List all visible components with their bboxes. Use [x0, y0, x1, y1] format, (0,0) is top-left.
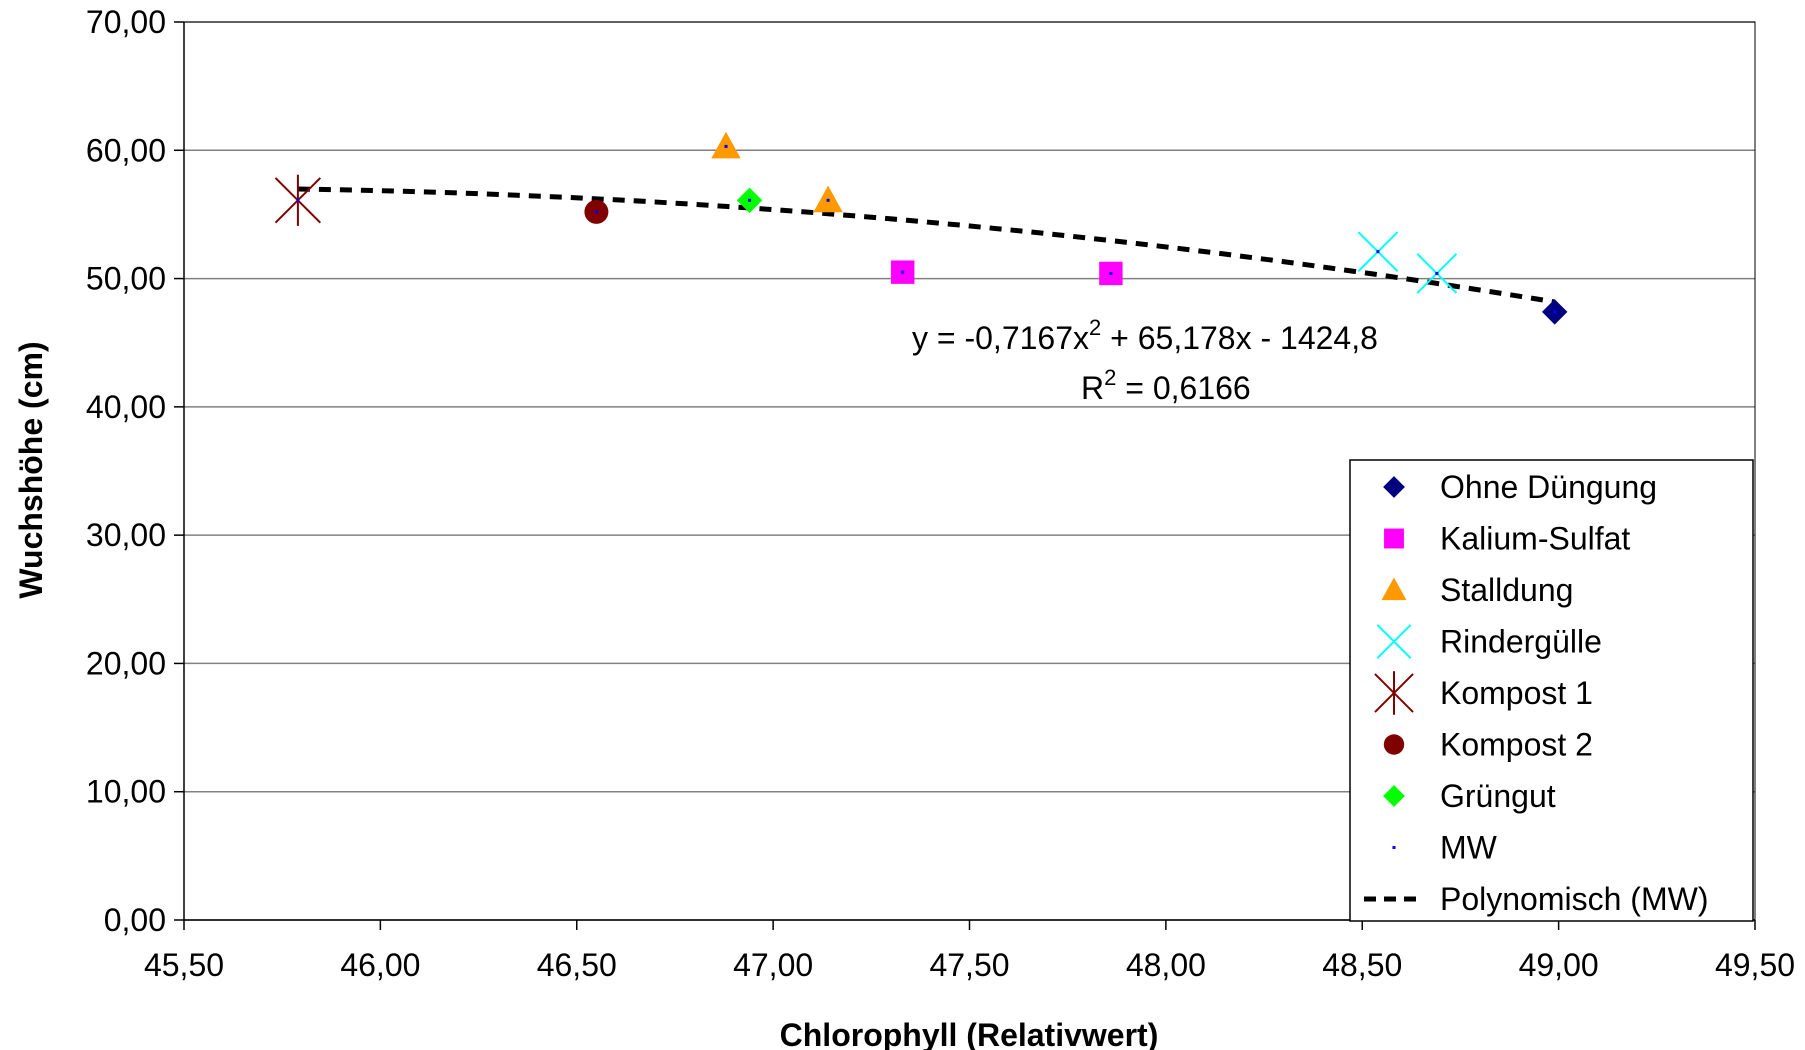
x-tick-label: 47,50	[929, 947, 1009, 983]
point-mw	[594, 210, 598, 214]
point-mw	[296, 198, 300, 202]
y-tick-label: 10,00	[86, 774, 166, 810]
legend-marker-stalldung	[1381, 577, 1407, 601]
point-mw	[1435, 271, 1439, 275]
point-mw	[748, 198, 752, 202]
x-tick-label: 47,00	[733, 947, 813, 983]
axes: 0,00 10,00 20,00 30,00 40,00 50,00 60,00 70,00 4…	[86, 4, 1795, 983]
y-tick-label: 50,00	[86, 261, 166, 297]
trendline-group	[297, 186, 1556, 305]
legend-marker-mw	[1392, 846, 1396, 849]
point-mw	[826, 198, 830, 202]
legend-label-kompost-1: Kompost 1	[1440, 675, 1593, 711]
point-mw	[1109, 271, 1113, 275]
trendline-polynomial	[297, 186, 1556, 305]
gridlines	[184, 21, 1755, 921]
x-tick-label: 49,00	[1519, 947, 1599, 983]
data-points	[274, 131, 1568, 325]
r-squared-label: R2 = 0,6166	[1081, 365, 1251, 406]
y-tick-label: 20,00	[86, 645, 166, 681]
point-mw	[901, 270, 905, 274]
legend-marker-kompost-1	[1374, 671, 1414, 715]
legend-label-mw: MW	[1440, 830, 1498, 866]
y-tick-label: 60,00	[86, 132, 166, 168]
legend-marker-rinderg-lle-stroke	[1376, 624, 1412, 659]
trend-equation-prefix: y = -0,7167x	[912, 320, 1089, 356]
legend-marker-gr-ngut	[1383, 785, 1405, 807]
x-tick-label: 46,50	[537, 947, 617, 983]
point-mw	[1376, 250, 1380, 254]
r-squared-suffix: = 0,6166	[1116, 370, 1250, 406]
legend-label-kompost-2: Kompost 2	[1440, 727, 1593, 763]
legend-label-stalldung: Stalldung	[1440, 572, 1573, 608]
legend-marker-rinderg-lle	[1376, 624, 1412, 659]
y-axis-title: Wuchshöhe (cm)	[13, 341, 49, 598]
legend-label-kalium-sulfat: Kalium-Sulfat	[1440, 521, 1630, 557]
r-squared-prefix: R	[1081, 370, 1104, 406]
trend-equation-suffix: + 65,178x - 1424,8	[1101, 320, 1378, 356]
legend-label-polynomisch-mw-: Polynomisch (MW)	[1440, 881, 1708, 917]
legend: Ohne Düngung Kalium-Sulfat Stalldung Rinder…	[1349, 459, 1754, 922]
x-tick-label: 45,50	[144, 947, 224, 983]
point-mw	[1553, 310, 1557, 314]
trend-equation: y = -0,7167x2 + 65,178x - 1424,8	[912, 315, 1378, 356]
x-tick-label: 48,00	[1126, 947, 1206, 983]
legend-label-rinderg-lle: Rindergülle	[1440, 624, 1602, 660]
x-tick-label: 46,00	[340, 947, 420, 983]
x-axis-title: Chlorophyll (Relativwert)	[780, 1017, 1159, 1050]
point-mw	[724, 144, 728, 148]
r-squared-sup: 2	[1104, 365, 1116, 390]
x-tick-label: 48,50	[1322, 947, 1402, 983]
legend-marker-kalium-sulfat	[1384, 528, 1404, 549]
legend-marker-kompost-2	[1383, 734, 1405, 755]
legend-marker-ohne-d-ngung	[1383, 476, 1405, 498]
legend-box	[1349, 459, 1754, 922]
y-tick-label: 70,00	[86, 4, 166, 40]
y-tick-label: 40,00	[86, 389, 166, 425]
legend-label-ohne-d-ngung: Ohne Düngung	[1440, 469, 1657, 505]
y-tick-label: 30,00	[86, 517, 166, 553]
x-tick-label: 49,50	[1715, 947, 1795, 983]
legend-label-gr-ngut: Grüngut	[1440, 778, 1556, 814]
y-tick-label: 0,00	[104, 902, 166, 938]
trend-equation-sup: 2	[1089, 315, 1101, 340]
